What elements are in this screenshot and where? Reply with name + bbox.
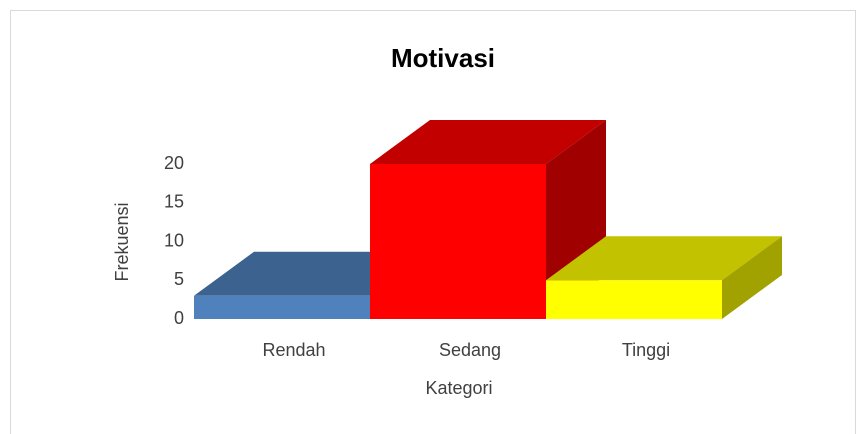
x-axis-title: Kategori <box>425 378 492 398</box>
bar <box>546 280 722 319</box>
x-tick-label: Rendah <box>262 340 325 360</box>
bar <box>194 295 370 319</box>
x-tick-label: Tinggi <box>622 340 670 360</box>
y-axis-title: Frekuensi <box>112 202 132 281</box>
bar <box>370 164 546 319</box>
bar-side <box>722 236 782 319</box>
bar-top <box>370 120 606 164</box>
chart-title: Motivasi <box>391 43 495 73</box>
y-tick-label: 5 <box>174 269 184 289</box>
y-tick-label: 15 <box>164 192 184 212</box>
bar-top <box>546 236 782 281</box>
y-tick-label: 10 <box>164 230 184 250</box>
y-tick-label: 0 <box>174 308 184 328</box>
y-tick-label: 20 <box>164 153 184 173</box>
x-tick-label: Sedang <box>439 340 501 360</box>
